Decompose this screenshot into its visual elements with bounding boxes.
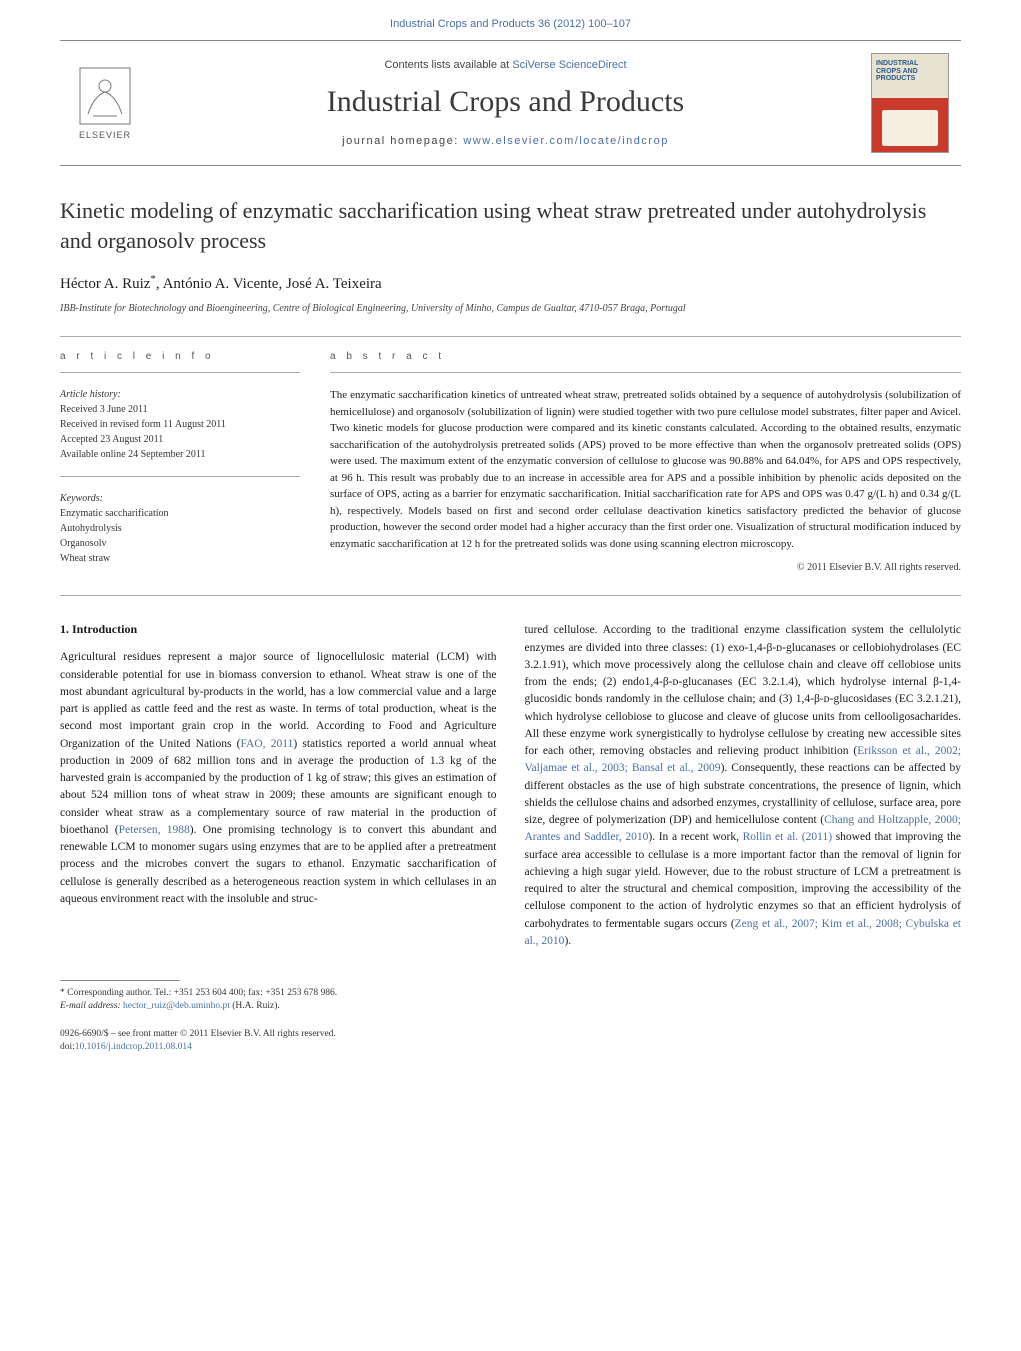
- journal-name: Industrial Crops and Products: [140, 85, 871, 119]
- cover-title: INDUSTRIAL CROPS AND PRODUCTS: [876, 60, 944, 83]
- doi-prefix: doi:: [60, 1042, 75, 1052]
- publisher-label: ELSEVIER: [79, 130, 131, 140]
- footnote-email-line: E-mail address: hector_ruiz@deb.uminho.p…: [60, 1000, 961, 1013]
- history-revised: Received in revised form 11 August 2011: [60, 417, 300, 432]
- section-heading-introduction: 1. Introduction: [60, 622, 497, 637]
- info-abstract-row: a r t i c l e i n f o Article history: R…: [60, 351, 961, 573]
- sciencedirect-link[interactable]: SciVerse ScienceDirect: [512, 59, 626, 71]
- doi-block: 0926-6690/$ – see front matter © 2011 El…: [60, 1028, 961, 1055]
- abstract-label: a b s t r a c t: [330, 351, 961, 362]
- journal-homepage-line: journal homepage: www.elsevier.com/locat…: [140, 135, 871, 147]
- doi-line: doi:10.1016/j.indcrop.2011.08.014: [60, 1041, 961, 1054]
- body-paragraph: tured cellulose. According to the tradit…: [525, 622, 962, 950]
- email-suffix: (H.A. Ruiz).: [230, 1001, 280, 1011]
- keywords-divider: [60, 476, 300, 477]
- homepage-prefix: journal homepage:: [342, 135, 463, 147]
- history-received: Received 3 June 2011: [60, 402, 300, 417]
- footer-block: * Corresponding author. Tel.: +351 253 6…: [60, 980, 961, 1054]
- history-online: Available online 24 September 2011: [60, 447, 300, 462]
- keywords-heading: Keywords:: [60, 491, 300, 506]
- corresponding-author-footnote: * Corresponding author. Tel.: +351 253 6…: [60, 987, 961, 1014]
- doi-link[interactable]: 10.1016/j.indcrop.2011.08.014: [75, 1042, 192, 1052]
- journal-cover-thumbnail: INDUSTRIAL CROPS AND PRODUCTS: [871, 53, 949, 153]
- keyword-item: Autohydrolysis: [60, 521, 300, 536]
- elsevier-logo: ELSEVIER: [70, 63, 140, 143]
- running-header: Industrial Crops and Products 36 (2012) …: [0, 0, 1021, 40]
- abstract-column: a b s t r a c t The enzymatic saccharifi…: [330, 351, 961, 573]
- masthead-center: Contents lists available at SciVerse Sci…: [140, 59, 871, 147]
- contents-prefix: Contents lists available at: [384, 59, 512, 71]
- divider-top: [60, 336, 961, 337]
- footnote-rule: [60, 980, 180, 981]
- abstract-text: The enzymatic saccharification kinetics …: [330, 387, 961, 552]
- right-column: tured cellulose. According to the tradit…: [525, 622, 962, 950]
- article-history: Article history: Received 3 June 2011 Re…: [60, 387, 300, 462]
- article-info-column: a r t i c l e i n f o Article history: R…: [60, 351, 300, 573]
- body-paragraph: Agricultural residues represent a major …: [60, 649, 497, 908]
- article-info-label: a r t i c l e i n f o: [60, 351, 300, 362]
- divider-bottom: [60, 595, 961, 596]
- email-label: E-mail address:: [60, 1001, 123, 1011]
- keyword-item: Organosolv: [60, 536, 300, 551]
- keyword-item: Wheat straw: [60, 551, 300, 566]
- keywords-block: Keywords: Enzymatic saccharification Aut…: [60, 491, 300, 566]
- affiliation: IBB-Institute for Biotechnology and Bioe…: [60, 303, 961, 314]
- abstract-divider: [330, 372, 961, 373]
- keyword-item: Enzymatic saccharification: [60, 506, 300, 521]
- history-heading: Article history:: [60, 387, 300, 402]
- journal-homepage-link[interactable]: www.elsevier.com/locate/indcrop: [463, 135, 668, 147]
- left-column: 1. Introduction Agricultural residues re…: [60, 622, 497, 950]
- masthead: ELSEVIER Contents lists available at Sci…: [60, 40, 961, 166]
- history-accepted: Accepted 23 August 2011: [60, 432, 300, 447]
- article-title: Kinetic modeling of enzymatic saccharifi…: [60, 196, 961, 255]
- article-header: Kinetic modeling of enzymatic saccharifi…: [60, 196, 961, 950]
- corresponding-email-link[interactable]: hector_ruiz@deb.uminho.pt: [123, 1001, 230, 1011]
- issn-line: 0926-6690/$ – see front matter © 2011 El…: [60, 1028, 961, 1041]
- info-divider: [60, 372, 300, 373]
- contents-lists-line: Contents lists available at SciVerse Sci…: [140, 59, 871, 71]
- copyright-line: © 2011 Elsevier B.V. All rights reserved…: [330, 562, 961, 573]
- body-columns: 1. Introduction Agricultural residues re…: [60, 622, 961, 950]
- authors-line: Héctor A. Ruiz*, António A. Vicente, Jos…: [60, 273, 961, 293]
- cover-image-placeholder: [882, 110, 938, 146]
- footnote-line-1: * Corresponding author. Tel.: +351 253 6…: [60, 987, 961, 1000]
